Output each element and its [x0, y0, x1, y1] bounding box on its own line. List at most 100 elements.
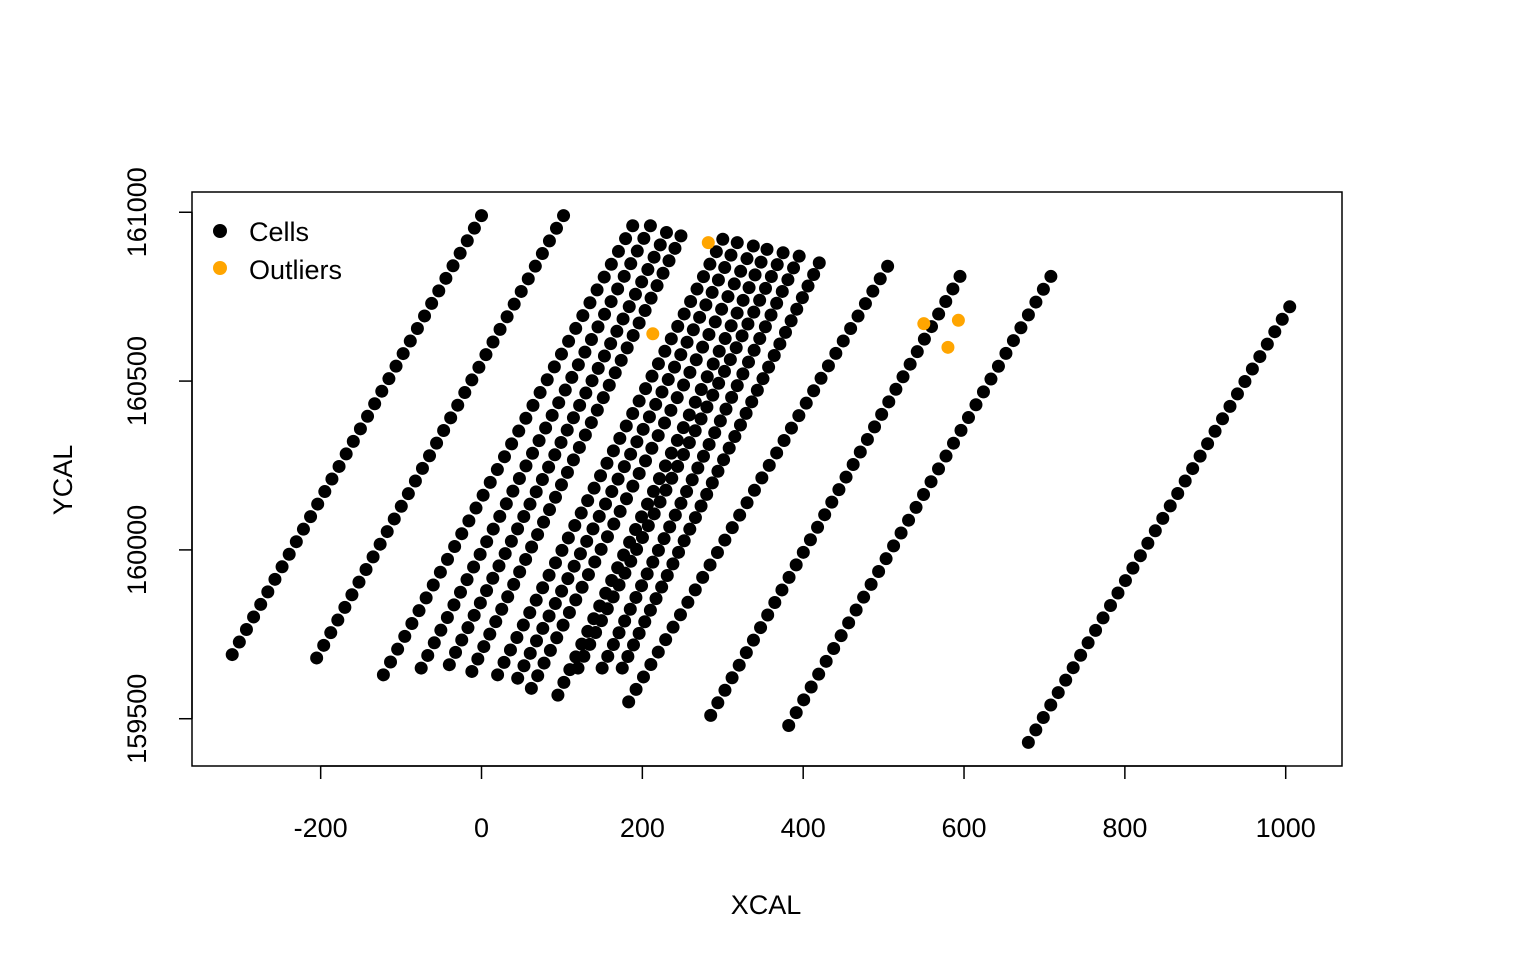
cell-point	[613, 431, 627, 445]
cell-point	[566, 411, 580, 425]
cell-point	[666, 557, 680, 571]
cell-point	[569, 593, 583, 607]
cell-point	[600, 602, 614, 616]
cell-point	[535, 472, 549, 486]
cell-point	[225, 648, 239, 662]
cell-point	[373, 537, 387, 551]
cell-point	[725, 521, 739, 535]
cell-point	[619, 419, 633, 433]
cell-point	[519, 459, 533, 473]
cell-point	[664, 332, 678, 346]
cell-point	[598, 307, 612, 321]
cell-point	[693, 310, 707, 324]
cell-point	[597, 349, 611, 363]
cell-point	[1021, 308, 1035, 322]
cell-point	[811, 520, 825, 534]
cell-point	[703, 257, 717, 271]
cell-point	[903, 357, 917, 371]
cell-point	[624, 257, 638, 271]
cell-point	[717, 453, 731, 467]
cell-point	[604, 295, 618, 309]
cell-point	[612, 626, 626, 640]
cell-point	[821, 359, 835, 373]
cell-point	[644, 291, 658, 305]
cell-point	[713, 414, 727, 428]
cell-point	[311, 497, 325, 511]
x-tick-label: -200	[294, 813, 348, 843]
cell-point	[836, 334, 850, 348]
x-tick-label: 600	[941, 813, 986, 843]
cell-point	[401, 487, 415, 501]
cell-point	[671, 459, 685, 473]
cell-point	[575, 580, 589, 594]
cell-point	[762, 458, 776, 472]
cell-point	[1111, 586, 1125, 600]
legend-marker-cells	[213, 224, 227, 238]
cell-point	[606, 590, 620, 604]
cell-point	[622, 300, 636, 314]
cell-point	[652, 472, 666, 486]
cell-point	[875, 407, 889, 421]
cell-point	[497, 655, 511, 669]
cell-point	[507, 577, 521, 591]
cell-point	[554, 347, 568, 361]
cell-point	[460, 234, 474, 248]
cell-point	[1006, 334, 1020, 348]
cell-point	[512, 472, 526, 486]
cell-point	[1275, 312, 1289, 326]
cell-point	[715, 302, 729, 316]
cell-point	[587, 481, 601, 495]
cell-point	[519, 411, 533, 425]
cell-point	[661, 373, 675, 387]
cell-point	[571, 358, 585, 372]
cell-point	[651, 645, 665, 659]
cell-point	[571, 661, 585, 675]
cell-point	[551, 688, 565, 702]
cell-point	[733, 418, 747, 432]
cell-point	[613, 504, 627, 518]
cell-point	[412, 604, 426, 618]
cell-point	[932, 307, 946, 321]
cell-point	[1208, 424, 1222, 438]
cell-point	[686, 323, 700, 337]
cell-point	[604, 337, 618, 351]
cell-point	[777, 434, 791, 448]
cell-point	[562, 334, 576, 348]
cell-point	[775, 284, 789, 298]
cell-point	[513, 565, 527, 579]
cell-point	[658, 344, 672, 358]
cell-point	[688, 424, 702, 438]
cell-point	[602, 378, 616, 392]
cell-point	[659, 633, 673, 647]
cell-point	[557, 209, 571, 223]
cell-point	[507, 297, 521, 311]
cell-point	[479, 348, 493, 362]
cell-point	[641, 497, 655, 511]
cell-point	[510, 631, 524, 645]
cell-point	[1283, 300, 1297, 314]
cell-point	[742, 281, 756, 295]
cell-point	[781, 273, 795, 287]
cell-point	[723, 353, 737, 367]
cell-point	[760, 242, 774, 256]
cell-point	[635, 510, 649, 524]
cell-point	[451, 398, 465, 412]
cell-point	[339, 447, 353, 461]
cell-point	[483, 475, 497, 489]
cell-point	[740, 496, 754, 510]
cell-point	[1029, 723, 1043, 737]
cell-point	[804, 680, 818, 694]
cell-point	[548, 448, 562, 462]
cell-point	[768, 595, 782, 609]
cell-point	[694, 412, 708, 426]
cell-point	[711, 696, 725, 710]
cell-point	[622, 695, 636, 709]
cell-point	[535, 247, 549, 261]
cell-point	[594, 542, 608, 556]
cell-point	[732, 658, 746, 672]
cell-point	[746, 633, 760, 647]
cell-point	[526, 446, 540, 460]
cell-point	[807, 267, 821, 281]
cell-point	[655, 385, 669, 399]
